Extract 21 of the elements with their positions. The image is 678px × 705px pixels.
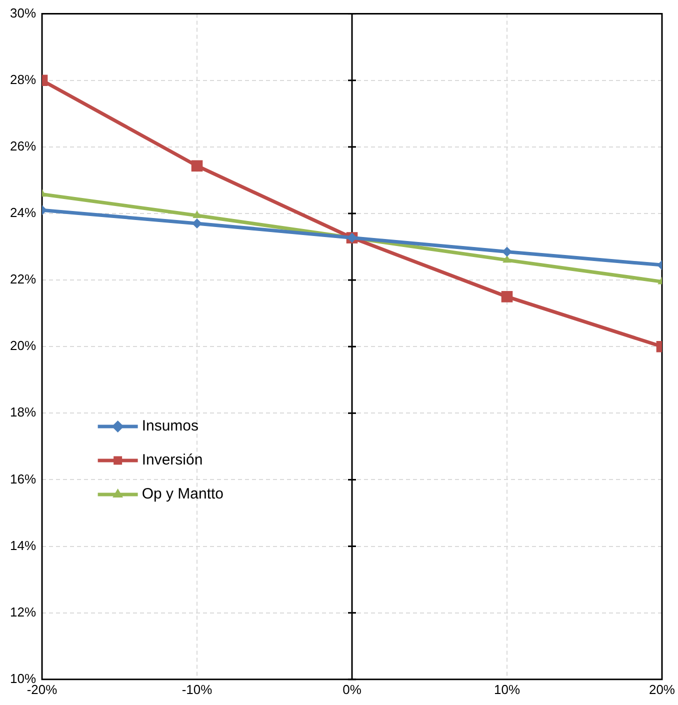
y-tick-label: 24% <box>10 205 36 220</box>
y-tick-label: 22% <box>10 272 36 287</box>
x-tick-label: -10% <box>182 682 213 697</box>
y-tick-label: 12% <box>10 604 36 620</box>
legend-label: Insumos <box>142 418 199 435</box>
y-tick-label: 28% <box>10 72 36 87</box>
y-tick-label: 16% <box>10 471 36 486</box>
x-tick-label: 20% <box>648 682 676 697</box>
y-tick-label: 26% <box>10 138 36 154</box>
point <box>192 218 202 228</box>
x-tick-label: 0% <box>342 682 362 697</box>
y-tick-label: 30% <box>10 5 36 20</box>
y-tick-label: 14% <box>10 538 36 553</box>
legend-label: Inversión <box>142 452 203 469</box>
y-tick-label: 20% <box>10 338 36 354</box>
point <box>502 246 512 257</box>
legend-label: Op y Mantto <box>142 486 224 503</box>
y-tick-label: 18% <box>10 404 36 420</box>
x-tick-label: 10% <box>494 682 520 697</box>
point <box>191 160 203 172</box>
point <box>501 291 513 302</box>
